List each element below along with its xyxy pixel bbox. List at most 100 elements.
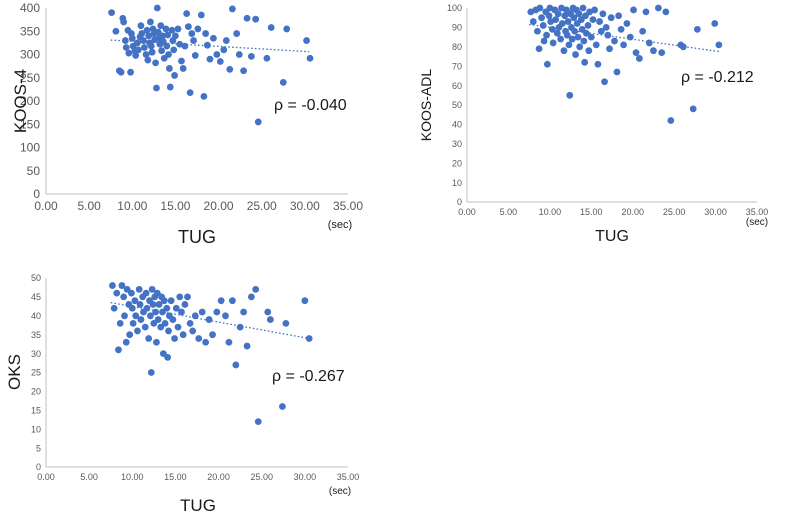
oks-data-point: [141, 323, 149, 331]
oks-data-point: [132, 312, 140, 320]
oks-data-point: [172, 304, 180, 312]
koosadl-data-point: [599, 10, 607, 18]
koos4-data-point: [108, 9, 115, 17]
oks-data-point: [176, 293, 184, 301]
oks-data-point: [279, 403, 286, 410]
koos4-data-point: [235, 51, 243, 58]
koos4-data-point: [203, 41, 211, 49]
koosadl-data-point: [662, 8, 670, 16]
oks-data-point: [171, 335, 178, 342]
koos4-data-point: [152, 59, 159, 67]
oks-y-tick-label: 0: [36, 462, 41, 472]
oks-data-point: [186, 319, 194, 327]
koosadl-data-point: [604, 31, 612, 39]
koosadl-data-point: [568, 35, 576, 43]
koos4-data-point: [153, 84, 160, 92]
koosadl-data-point: [606, 45, 613, 53]
oks-x-tick-label: 30.00: [294, 472, 317, 482]
koosadl-data-point: [545, 12, 553, 20]
koosadl-data-point: [632, 49, 640, 57]
koosadl-y-tick-label: 0: [457, 197, 462, 207]
koos4-x-tick-label: 20.00: [204, 199, 234, 213]
koos4-data-point: [179, 65, 187, 72]
oks-data-point: [189, 327, 197, 335]
koosadl-y-tick-label: 30: [452, 139, 462, 149]
koosadl-y-tick-label: 10: [452, 178, 462, 188]
koos4-data-point: [147, 18, 154, 26]
oks-data-point: [178, 308, 185, 316]
koos4-x-tick-label: 30.00: [290, 199, 320, 213]
oks-data-point: [164, 353, 172, 361]
koos4-data-point: [157, 22, 165, 30]
oks-data-point: [205, 316, 213, 323]
oks-data-point: [154, 316, 162, 323]
koosadl-data-point: [589, 16, 597, 24]
koosadl-data-point: [565, 41, 573, 49]
oks-scatter-panel: 0 5 10 15 20 25 30 35 40 45 50 0.00 5.00 10.00 15.00 20…: [5, 273, 359, 515]
oks-data-point: [167, 297, 175, 305]
koos4-y-axis-title: KOOS-4: [11, 69, 30, 133]
oks-data-point: [301, 297, 309, 305]
oks-data-point: [148, 285, 156, 293]
koos4-data-point: [216, 58, 224, 65]
oks-data-point: [126, 331, 134, 339]
koos4-y-tick-label: 50: [27, 164, 41, 178]
oks-y-tick-label: 50: [31, 273, 41, 283]
koosadl-correlation-annotation: ρ = -0.212: [681, 69, 754, 86]
oks-data-point: [161, 319, 169, 327]
koos4-y-tick-label: 400: [20, 1, 40, 15]
koosadl-data-point: [602, 24, 610, 31]
koosadl-data-point: [579, 4, 587, 12]
koos4-data-point: [148, 48, 156, 56]
koosadl-data-point: [587, 33, 595, 41]
koosadl-data-point: [554, 10, 562, 18]
koosadl-scatter-panel: 0 10 20 30 40 50 60 70 80 90 100 0.00 5.00 10.00 15.00…: [418, 3, 768, 245]
koos4-data-point: [170, 46, 178, 54]
oks-data-point: [181, 301, 189, 308]
koos4-data-point: [206, 55, 214, 63]
koosadl-data-point: [553, 29, 561, 37]
koos4-data-point: [159, 32, 166, 40]
oks-data-point: [232, 361, 240, 369]
koosadl-y-tick-label: 40: [452, 120, 462, 130]
oks-data-point: [131, 297, 139, 305]
koosadl-data-point: [584, 22, 592, 29]
oks-data-point: [228, 297, 236, 305]
koos4-data-point: [117, 68, 125, 76]
koos4-data-point: [165, 65, 173, 72]
koosadl-data-point: [581, 58, 589, 66]
oks-x-tick-label: 10.00: [121, 472, 144, 482]
koos4-x-axis-title: TUG: [178, 227, 216, 247]
koosadl-data-point: [667, 117, 675, 124]
oks-x-tick-label: 20.00: [207, 472, 230, 482]
koos4-data-point: [128, 34, 136, 42]
koosadl-data-point: [564, 18, 572, 25]
koosadl-data-point: [540, 37, 548, 45]
koosadl-data-point: [679, 43, 687, 51]
koos4-data-point: [183, 10, 191, 17]
oks-data-point: [128, 289, 135, 297]
koos4-data-point: [174, 25, 182, 33]
koos4-data-point: [145, 32, 153, 40]
oks-data-point: [163, 304, 171, 312]
koosadl-data-point: [592, 41, 600, 49]
koos4-correlation-annotation: ρ = -0.040: [274, 97, 347, 114]
koos4-data-point: [254, 118, 262, 126]
koosadl-data-point: [645, 39, 653, 47]
oks-y-tick-label: 30: [31, 349, 41, 359]
koosadl-data-point: [574, 33, 582, 41]
koos4-y-tick-label: 300: [20, 48, 40, 62]
koos4-data-point: [226, 65, 234, 73]
koosadl-data-point: [575, 10, 583, 18]
oks-data-point: [243, 342, 251, 350]
koosadl-x-axis-title: TUG: [595, 228, 629, 245]
oks-data-point: [142, 289, 150, 297]
koos4-data-point: [220, 46, 228, 54]
koosadl-data-point: [594, 60, 602, 68]
oks-data-point: [110, 304, 118, 312]
koosadl-data-point: [538, 14, 545, 22]
oks-y-tick-label: 5: [36, 443, 41, 453]
koos4-data-point: [186, 89, 194, 97]
koos4-data-point: [279, 79, 287, 86]
